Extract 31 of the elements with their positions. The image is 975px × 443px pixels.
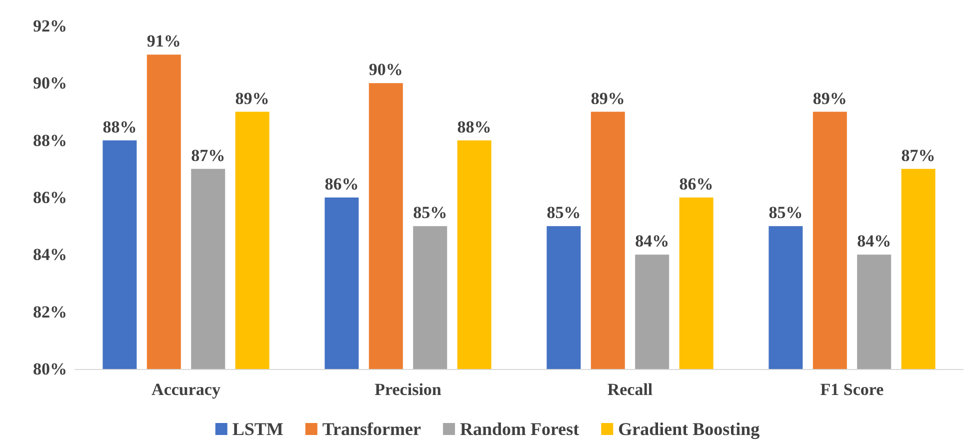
- y-tick-label: 92%: [33, 16, 67, 36]
- data-label: 89%: [235, 88, 270, 108]
- data-label: 87%: [191, 146, 226, 165]
- data-label: 88%: [102, 117, 137, 136]
- legend-label: Transformer: [322, 419, 421, 439]
- y-tick-label: 86%: [33, 188, 67, 207]
- x-tick-label: Recall: [607, 380, 653, 399]
- data-label: 91%: [146, 32, 181, 51]
- data-label: 86%: [679, 174, 714, 194]
- data-label: 89%: [590, 88, 625, 108]
- y-tick-label: 84%: [33, 245, 67, 264]
- x-tick-label: Accuracy: [152, 380, 221, 399]
- data-label: 90%: [368, 60, 403, 80]
- legend-label: Random Forest: [460, 419, 580, 439]
- y-tick-label: 80%: [33, 360, 67, 378]
- y-tick-label: 88%: [33, 130, 67, 150]
- data-label: 84%: [635, 232, 670, 251]
- x-tick-label: Precision: [374, 380, 442, 399]
- data-label: 84%: [857, 232, 892, 251]
- data-label: 85%: [768, 203, 803, 222]
- data-label: 85%: [413, 203, 448, 222]
- data-label: 86%: [324, 174, 359, 194]
- y-tick-label: 90%: [33, 74, 67, 93]
- y-tick-label: 82%: [33, 302, 67, 322]
- legend-label: LSTM: [232, 419, 284, 439]
- legend-label: Gradient Boosting: [618, 419, 760, 439]
- data-label: 85%: [546, 203, 581, 222]
- data-label: 88%: [457, 117, 492, 136]
- x-tick-label: F1 Score: [820, 380, 884, 399]
- data-label: 89%: [812, 88, 847, 108]
- data-label: 87%: [901, 146, 936, 165]
